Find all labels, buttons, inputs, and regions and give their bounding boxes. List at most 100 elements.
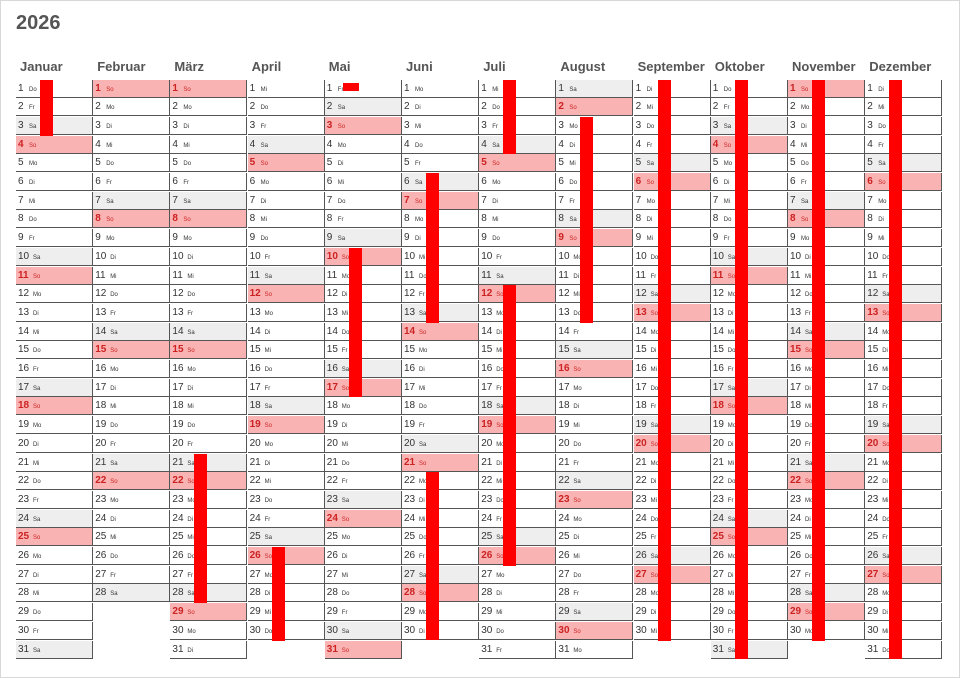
day-cell[interactable]: 27 So (865, 565, 943, 584)
day-cell[interactable]: 12 Do (170, 285, 248, 304)
day-cell[interactable]: 16 Mi (633, 360, 711, 378)
day-cell[interactable]: 23 Fr (16, 490, 93, 509)
day-cell[interactable]: 8 Sa (556, 210, 634, 229)
day-cell[interactable]: 28 Sa (788, 584, 865, 603)
day-cell[interactable]: 13 Sa (402, 303, 479, 322)
day-cell[interactable]: 29 Do (16, 603, 93, 622)
day-cell[interactable]: 6 So (633, 173, 711, 191)
day-cell[interactable]: 16 Di (402, 360, 479, 378)
day-cell[interactable]: 13 Di (710, 303, 788, 322)
day-cell[interactable]: 9 Mi (865, 229, 943, 248)
day-cell[interactable]: 30 Mi (865, 621, 943, 640)
day-cell[interactable]: 14 Di (479, 322, 557, 341)
day-cell[interactable]: 7 Do (324, 191, 402, 210)
day-cell[interactable]: 14 Sa (170, 322, 248, 341)
day-cell[interactable]: 15 Di (865, 341, 943, 360)
day-cell[interactable]: 8 Di (865, 210, 943, 229)
day-cell[interactable]: 15 Mo (402, 341, 479, 360)
day-cell[interactable]: 2 So (556, 98, 634, 117)
day-cell[interactable]: 18 Do (402, 397, 479, 416)
day-cell[interactable]: 14 Di (247, 322, 325, 341)
day-cell[interactable]: 5 Mo (710, 154, 788, 173)
day-cell[interactable]: 20 Fr (93, 434, 171, 453)
day-cell[interactable]: 6 So (865, 173, 943, 191)
day-cell[interactable]: 19 Mo (16, 416, 93, 435)
day-cell[interactable]: 21 Fr (556, 453, 634, 472)
day-cell[interactable]: 5 Mo (16, 154, 93, 173)
day-cell[interactable]: 25 Sa (479, 528, 557, 547)
day-cell[interactable]: 28 Mi (16, 584, 93, 603)
day-cell[interactable]: 21 Di (479, 453, 557, 472)
day-cell[interactable]: 3 Sa (710, 116, 788, 135)
day-cell[interactable]: 30 Fr (16, 621, 93, 640)
day-cell[interactable]: 10 Sa (16, 247, 93, 266)
day-cell[interactable]: 6 Do (556, 173, 634, 191)
day-cell[interactable]: 20 Sa (402, 434, 479, 453)
day-cell[interactable]: 9 Mo (170, 229, 248, 248)
day-cell[interactable]: 16 Mo (170, 360, 248, 378)
day-cell[interactable]: 11 Mo (324, 266, 402, 285)
day-cell[interactable]: 24 Di (788, 509, 865, 528)
day-cell[interactable]: 7 Mi (710, 191, 788, 210)
day-cell[interactable]: 12 Mi (556, 285, 634, 304)
day-cell[interactable]: 20 Mo (247, 434, 325, 453)
day-cell[interactable]: 18 Di (556, 397, 634, 416)
day-cell[interactable]: 28 Do (324, 584, 402, 603)
day-cell[interactable]: 13 Di (16, 303, 93, 322)
day-cell[interactable]: 16 Fr (710, 360, 788, 378)
day-cell[interactable]: 13 So (633, 303, 711, 322)
day-cell[interactable]: 7 So (402, 191, 479, 210)
day-cell[interactable]: 2 Do (479, 98, 557, 117)
day-cell[interactable]: 16 Do (479, 360, 557, 378)
day-cell[interactable]: 12 Mo (710, 285, 788, 304)
day-cell[interactable]: 28 Di (247, 584, 325, 603)
day-cell[interactable]: 17 Fr (479, 378, 557, 397)
day-cell[interactable]: 8 Mi (247, 210, 325, 229)
day-cell[interactable]: 15 So (170, 341, 248, 360)
day-cell[interactable]: 2 Mo (93, 98, 171, 117)
day-cell[interactable]: 6 Fr (788, 173, 865, 191)
day-cell[interactable]: 8 Mo (402, 210, 479, 229)
day-cell[interactable]: 29 Mo (402, 603, 479, 622)
day-cell[interactable]: 8 Do (710, 210, 788, 229)
day-cell[interactable]: 27 So (633, 565, 711, 584)
day-cell[interactable]: 25 Do (402, 528, 479, 547)
day-cell[interactable]: 15 So (93, 341, 171, 360)
day-cell[interactable]: 1 Do (16, 79, 93, 98)
day-cell[interactable]: 3 Di (170, 116, 248, 135)
day-cell[interactable]: 17 Di (788, 378, 865, 397)
day-cell[interactable]: 14 Mi (16, 322, 93, 341)
day-cell[interactable]: 11 So (16, 266, 93, 285)
day-cell[interactable]: 24 Fr (247, 509, 325, 528)
day-cell[interactable]: 9 Mi (633, 229, 711, 248)
day-cell[interactable]: 16 So (556, 360, 634, 378)
day-cell[interactable]: 26 Mi (556, 547, 634, 565)
day-cell[interactable]: 8 Mi (479, 210, 557, 229)
day-cell[interactable]: 5 Sa (865, 154, 943, 173)
day-cell[interactable]: 8 Do (16, 210, 93, 229)
day-cell[interactable]: 17 Sa (710, 378, 788, 397)
day-cell[interactable]: 5 Do (93, 154, 171, 173)
day-cell[interactable]: 31 Di (170, 640, 248, 659)
day-cell[interactable]: 23 Mo (93, 490, 171, 509)
day-cell[interactable]: 13 Mi (324, 303, 402, 322)
day-cell[interactable]: 4 So (16, 135, 93, 154)
day-cell[interactable]: 19 Do (170, 416, 248, 435)
day-cell[interactable]: 28 Di (479, 584, 557, 603)
day-cell[interactable]: 1 Di (865, 79, 943, 98)
day-cell[interactable]: 19 So (479, 416, 557, 435)
day-cell[interactable]: 21 Mi (710, 453, 788, 472)
day-cell[interactable]: 25 Fr (633, 528, 711, 547)
day-cell[interactable]: 27 Di (710, 565, 788, 584)
day-cell[interactable]: 5 Sa (633, 154, 711, 173)
day-cell[interactable]: 3 Fr (479, 116, 557, 135)
day-cell[interactable]: 22 Di (865, 472, 943, 491)
day-cell[interactable]: 30 Sa (324, 621, 402, 640)
day-cell[interactable]: 13 Fr (788, 303, 865, 322)
day-cell[interactable]: 6 Mi (324, 173, 402, 191)
day-cell[interactable]: 6 Mo (247, 173, 325, 191)
day-cell[interactable]: 2 Mo (788, 98, 865, 117)
day-cell[interactable]: 26 Di (324, 547, 402, 565)
day-cell[interactable]: 9 Do (479, 229, 557, 248)
day-cell[interactable]: 5 Mi (556, 154, 634, 173)
